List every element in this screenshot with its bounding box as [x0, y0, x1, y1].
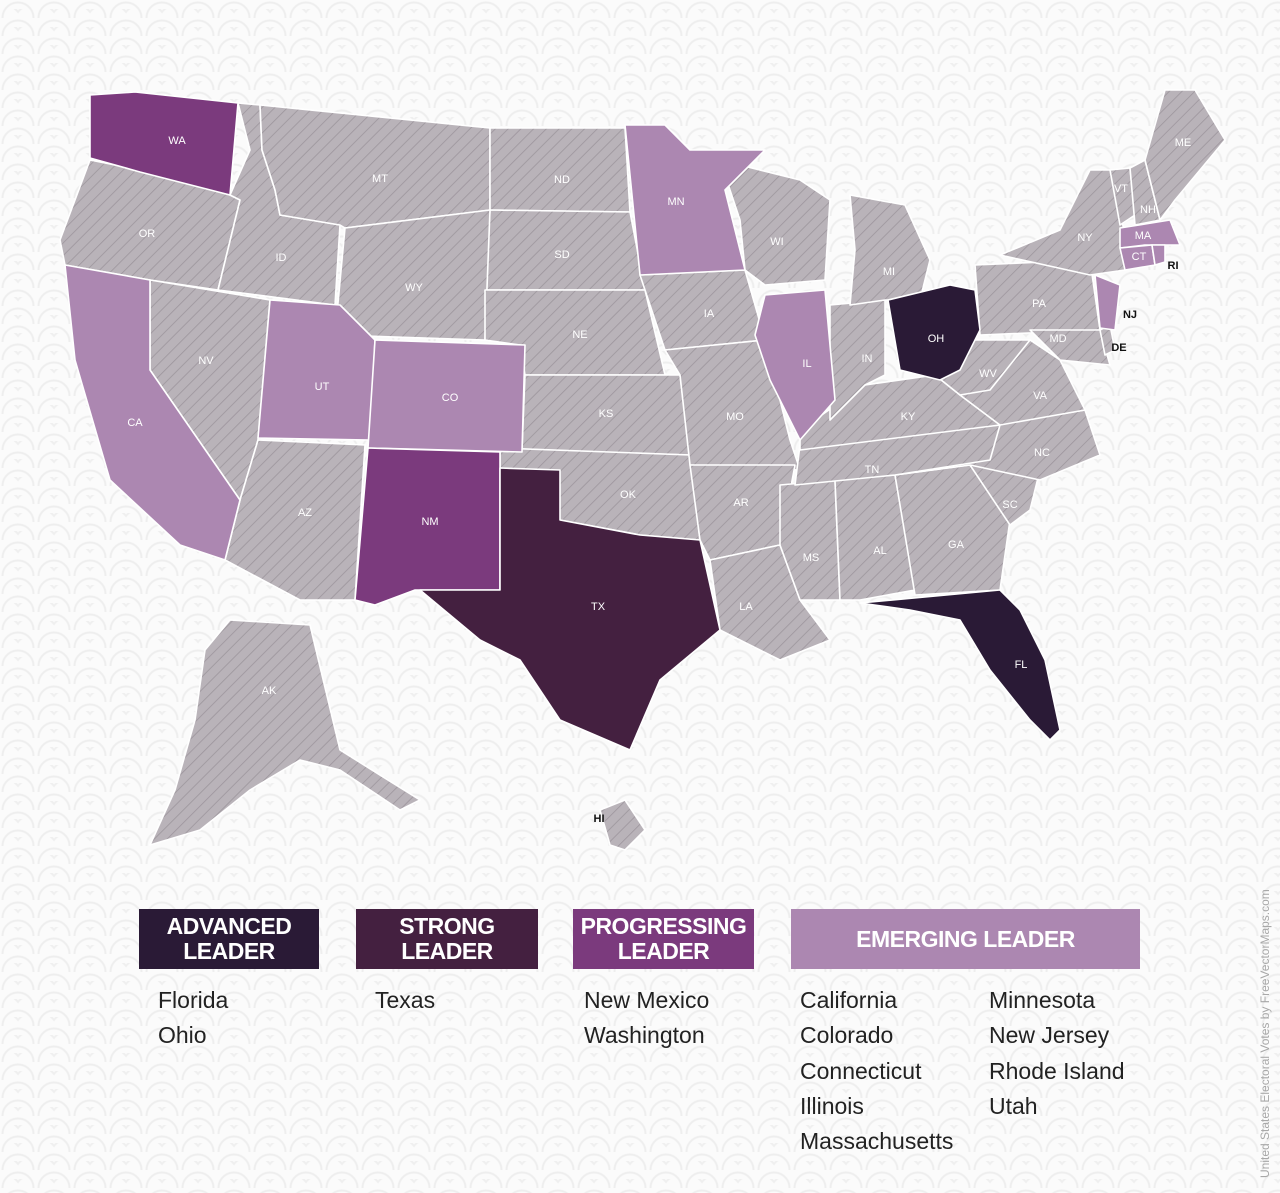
progressing-states-list: New Mexico Washington [584, 983, 709, 1054]
svg-text:AR: AR [733, 497, 748, 509]
svg-text:CA: CA [127, 417, 143, 429]
svg-text:CT: CT [1132, 251, 1147, 263]
state-me [1144, 89, 1226, 221]
svg-text:VA: VA [1033, 390, 1048, 402]
state-md [1029, 329, 1111, 366]
svg-text:OH: OH [928, 333, 945, 345]
advanced-states-list: Florida Ohio [158, 983, 228, 1054]
state-nm [354, 447, 501, 606]
state-ca [64, 264, 241, 561]
svg-text:WV: WV [979, 368, 997, 380]
svg-text:ND: ND [554, 174, 570, 186]
state-fl [859, 589, 1061, 741]
svg-text:NC: NC [1034, 447, 1050, 459]
svg-text:FL: FL [1015, 659, 1028, 671]
state-ia [639, 269, 766, 351]
list-item: Massachusetts [800, 1128, 954, 1155]
state-wa [89, 91, 239, 196]
svg-text:KS: KS [599, 408, 614, 420]
svg-text:TX: TX [591, 601, 606, 613]
svg-text:WI: WI [770, 236, 783, 248]
svg-text:NE: NE [572, 329, 587, 341]
state-wy [334, 209, 491, 341]
legend-advanced-leader: ADVANCED LEADER [139, 909, 319, 969]
svg-text:GA: GA [948, 539, 965, 551]
state-ri [1151, 244, 1166, 266]
map-credit: United States Electoral Votes by FreeVec… [1258, 889, 1272, 1178]
list-item: Illinois [800, 1092, 864, 1119]
svg-text:OK: OK [620, 489, 637, 501]
svg-text:CO: CO [442, 392, 459, 404]
svg-text:MD: MD [1049, 333, 1066, 345]
list-item: Washington [584, 1022, 705, 1049]
svg-text:MI: MI [883, 266, 895, 278]
state-nd [489, 127, 631, 213]
svg-text:NV: NV [198, 355, 214, 367]
svg-text:TN: TN [865, 464, 880, 476]
state-labels: WA MT ND MN OR ID SD WY NV CA UT CO NE I… [127, 135, 1191, 825]
svg-text:LA: LA [739, 601, 753, 613]
list-item: New Mexico [584, 987, 710, 1013]
svg-text:MT: MT [372, 173, 388, 185]
state-mt [259, 104, 491, 229]
svg-text:HI: HI [594, 813, 605, 825]
svg-text:MN: MN [667, 196, 684, 208]
legend-strong-leader: STRONG LEADER [356, 909, 538, 969]
svg-text:SD: SD [554, 249, 569, 261]
list-item: Minnesota [989, 987, 1096, 1013]
svg-text:NM: NM [421, 516, 438, 528]
state-nj [1094, 274, 1121, 331]
svg-text:AL: AL [873, 545, 886, 557]
svg-text:ID: ID [276, 252, 287, 264]
svg-text:RI: RI [1168, 260, 1179, 272]
svg-text:ME: ME [1175, 137, 1192, 149]
svg-text:AZ: AZ [298, 507, 312, 519]
legend-emerging-leader: EMERGING LEADER [791, 909, 1140, 969]
list-item: Florida [158, 987, 229, 1013]
svg-text:VT: VT [1114, 183, 1128, 195]
state-wi [719, 159, 831, 286]
list-item: California [800, 987, 898, 1013]
svg-text:SC: SC [1002, 499, 1017, 511]
svg-text:IL: IL [802, 358, 811, 370]
state-tx [419, 467, 721, 751]
svg-text:WY: WY [405, 282, 423, 294]
svg-text:UT: UT [315, 381, 330, 393]
svg-text:NH: NH [1140, 204, 1156, 216]
state-il [754, 289, 836, 441]
svg-text:NY: NY [1077, 232, 1093, 244]
svg-text:OR: OR [139, 228, 156, 240]
legend-progressing-leader: PROGRESSING LEADER [573, 909, 754, 969]
list-item: Texas [375, 987, 436, 1013]
state-ak [149, 619, 421, 846]
state-hi [599, 799, 646, 851]
list-item: Ohio [158, 1022, 207, 1049]
svg-text:DE: DE [1111, 342, 1126, 354]
svg-text:MO: MO [726, 411, 744, 423]
state-oh [887, 284, 981, 381]
list-item: New Jersey [989, 1022, 1110, 1049]
svg-text:MS: MS [803, 552, 820, 564]
svg-text:NJ: NJ [1123, 309, 1137, 321]
list-item: Utah [989, 1092, 1038, 1119]
svg-text:WA: WA [168, 135, 186, 147]
emerging-states-list-2: Minnesota New Jersey Rhode Island Utah [989, 983, 1125, 1124]
svg-text:PA: PA [1032, 298, 1047, 310]
svg-text:IA: IA [704, 308, 715, 320]
state-mi [849, 194, 931, 306]
emerging-states-list-1: California Colorado Connecticut Illinois… [800, 983, 953, 1159]
svg-text:MA: MA [1135, 230, 1152, 242]
svg-text:KY: KY [901, 411, 916, 423]
us-map: WA MT ND MN OR ID SD WY NV CA UT CO NE I… [59, 89, 1226, 851]
list-item: Connecticut [800, 1057, 922, 1084]
strong-states-list: Texas [375, 983, 435, 1018]
list-item: Colorado [800, 1022, 894, 1049]
state-ny [999, 169, 1126, 276]
unranked-states [59, 89, 1226, 851]
state-mn [624, 124, 766, 276]
state-co [367, 339, 526, 453]
list-item: Rhode Island [989, 1057, 1125, 1084]
svg-text:IN: IN [862, 353, 873, 365]
svg-text:AK: AK [262, 685, 277, 697]
